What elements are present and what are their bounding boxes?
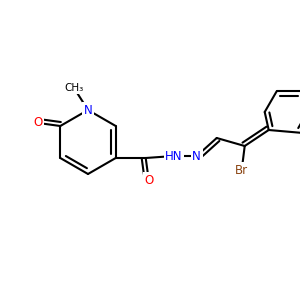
Text: HN: HN	[165, 149, 182, 163]
Text: N: N	[84, 103, 92, 116]
Text: O: O	[144, 173, 153, 187]
Text: CH₃: CH₃	[64, 83, 84, 93]
Text: Br: Br	[235, 164, 248, 176]
Text: O: O	[34, 116, 43, 130]
Text: N: N	[192, 149, 201, 163]
